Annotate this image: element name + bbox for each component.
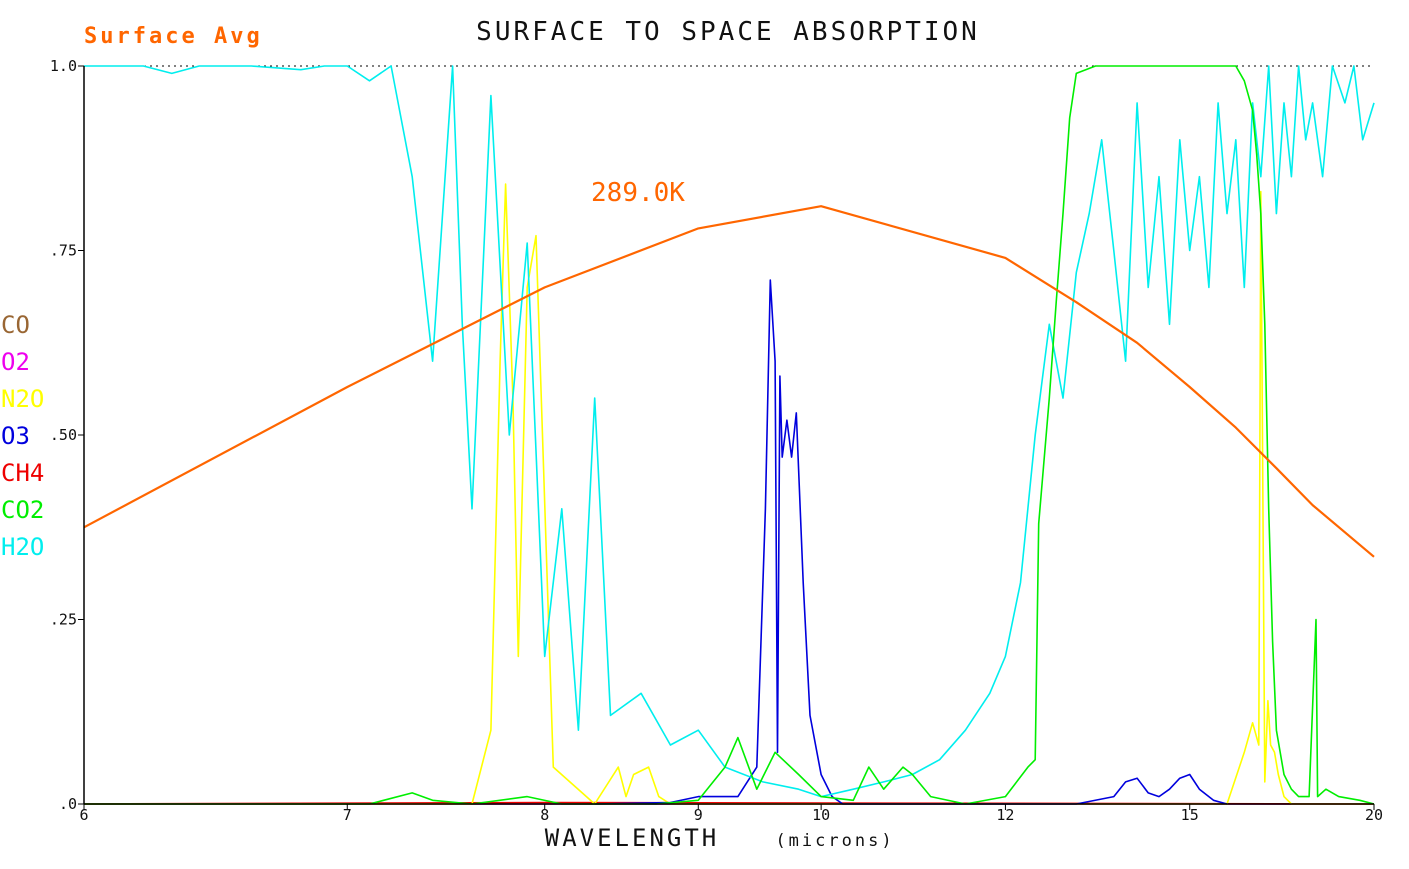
- legend-label-co: CO: [1, 311, 30, 339]
- x-tick-label: 7: [343, 806, 352, 824]
- x-axis-unit-label: (microns): [775, 831, 894, 851]
- legend-label-h2o: H2O: [1, 533, 44, 561]
- series-line-o3: [594, 279, 1228, 805]
- series-line-h2o: [84, 65, 1375, 798]
- x-ticks: 6 7 8 9 10 12 15 20: [79, 804, 1383, 824]
- planck-temperature-label: 289.0K: [591, 178, 685, 208]
- y-ticks: .0 .25 .50 .75 1.0: [50, 57, 84, 813]
- legend-label-o3: O3: [1, 422, 30, 450]
- x-tick-label: 8: [540, 806, 549, 824]
- legend-label-co2: CO2: [1, 496, 44, 524]
- y-tick-label: .25: [50, 611, 77, 629]
- y-tick-label: .50: [50, 426, 77, 444]
- x-tick-label: 15: [1181, 806, 1199, 824]
- legend-label-n2o: N2O: [1, 385, 44, 413]
- x-axis-label: WAVELENGTH: [545, 824, 720, 852]
- x-tick-label: 20: [1365, 806, 1383, 824]
- legend: CO O2 N2O O3 CH4 CO2 H2O: [1, 311, 44, 561]
- legend-label-ch4: CH4: [1, 459, 44, 487]
- series-line-co2: [84, 65, 1375, 805]
- y-tick-label: 1.0: [50, 57, 77, 75]
- legend-label-o2: O2: [1, 348, 30, 376]
- x-tick-label: 10: [812, 806, 830, 824]
- x-tick-label: 12: [996, 806, 1014, 824]
- y-tick-label: .75: [50, 242, 77, 260]
- chart-subtitle: Surface Avg: [84, 24, 263, 49]
- y-tick-label: .0: [59, 795, 77, 813]
- x-tick-label: 9: [694, 806, 703, 824]
- plot-area: .0 .25 .50 .75 1.0 6 7 8 9 10 12 15 20: [50, 57, 1383, 824]
- series-line-planck: [83, 205, 1375, 558]
- x-tick-label: 6: [79, 806, 88, 824]
- chart-title: SURFACE TO SPACE ABSORPTION: [476, 17, 980, 47]
